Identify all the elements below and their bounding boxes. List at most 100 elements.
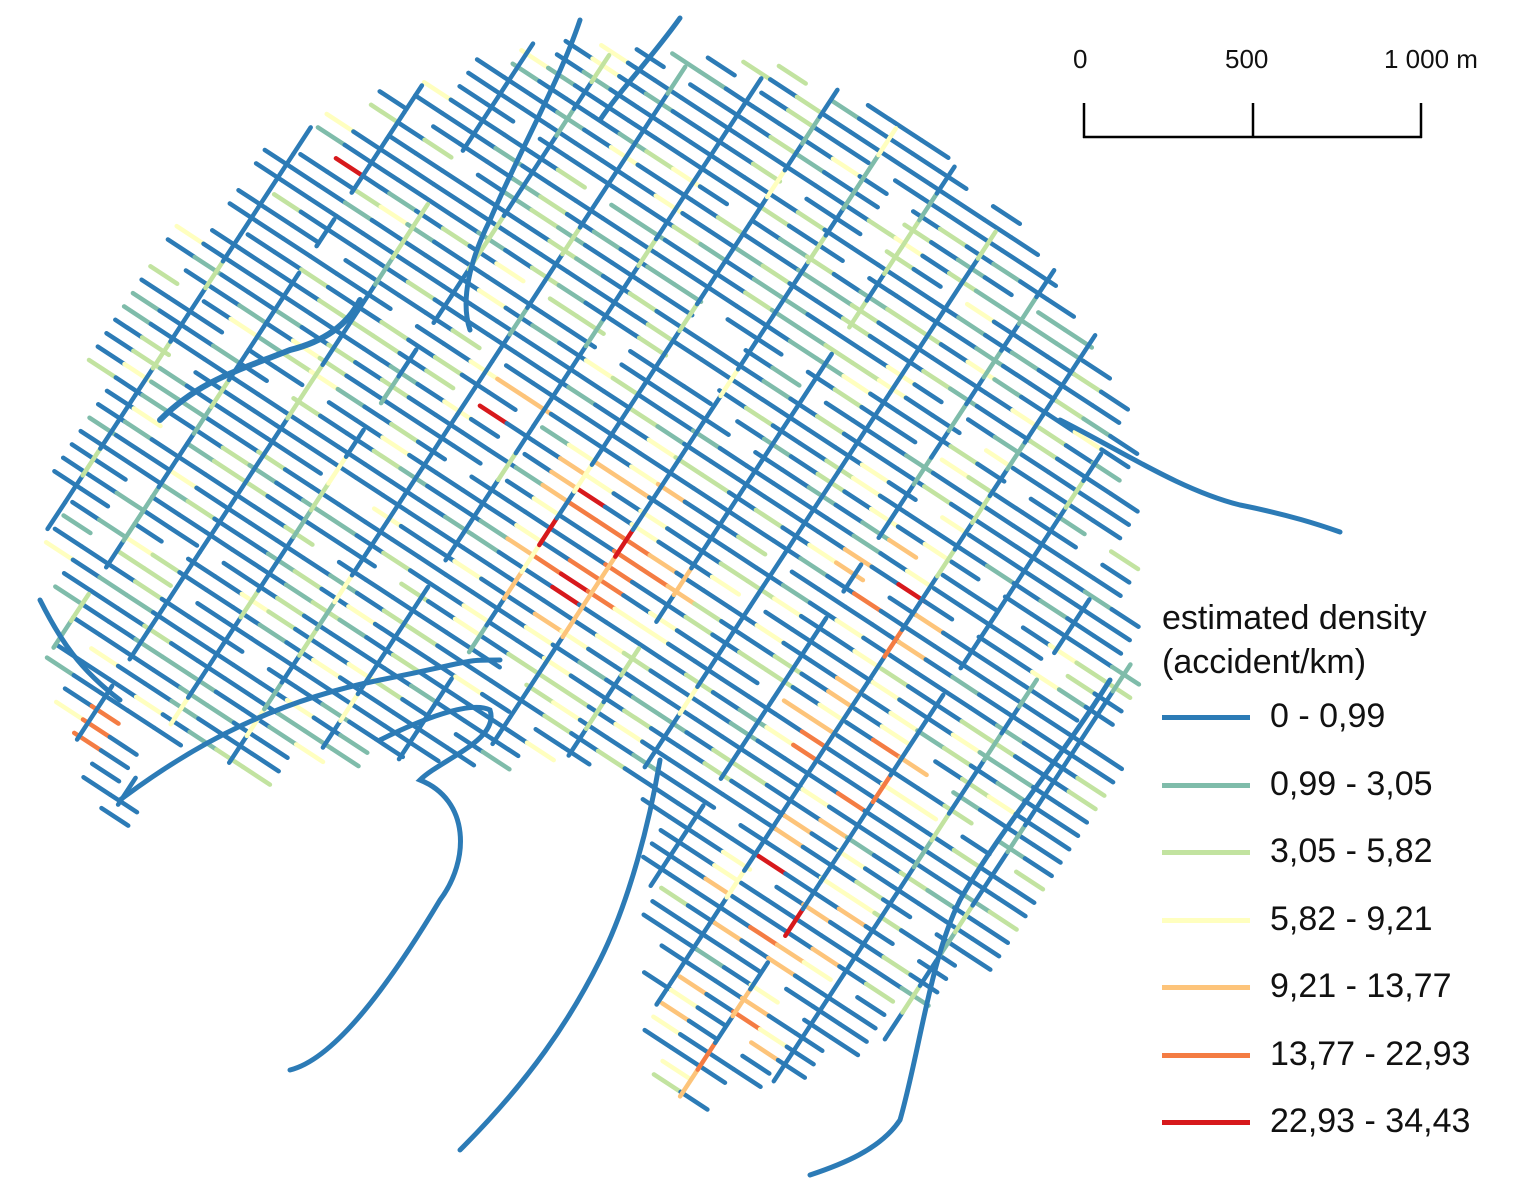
road-segment (788, 642, 811, 674)
road-segment (640, 797, 672, 820)
road-segment (332, 573, 355, 605)
road-segment (289, 222, 322, 246)
road-segment (133, 366, 156, 398)
road-segment (378, 374, 401, 406)
road-segment (507, 688, 530, 720)
road-segment (417, 670, 449, 693)
road-segment (656, 597, 688, 620)
road-segment (454, 385, 478, 417)
road-segment (533, 726, 565, 749)
road-segment (750, 103, 782, 126)
road-segment (176, 454, 208, 477)
road-segment (397, 350, 429, 373)
road-segment (220, 232, 243, 264)
road-segment (724, 868, 747, 900)
road-segment (563, 96, 596, 119)
road-segment (669, 1045, 701, 1068)
road-segment (1036, 425, 1069, 448)
legend-subtitle: (accident/km) (1162, 643, 1367, 681)
road-segment (581, 127, 614, 150)
road-segment (730, 951, 762, 974)
road-segment (586, 704, 618, 727)
road-segment (973, 288, 1006, 311)
road-segment (841, 945, 864, 977)
road-segment (674, 570, 706, 593)
road-segment (974, 403, 1006, 426)
road-segment (901, 164, 934, 187)
road-segment (730, 893, 762, 917)
road-segment (273, 365, 305, 388)
road-segment (1056, 629, 1088, 652)
road-segment (254, 276, 287, 299)
road-segment (824, 516, 856, 539)
road-segment (282, 467, 315, 490)
road-segment (725, 259, 757, 282)
road-segment (695, 1005, 727, 1028)
road-segment (1028, 496, 1060, 519)
road-segment (1030, 669, 1062, 692)
road-segment (729, 778, 761, 801)
road-segment (630, 500, 653, 533)
road-segment (448, 97, 480, 120)
road-segment (648, 856, 671, 889)
road-segment (834, 618, 866, 641)
road-segment (98, 748, 131, 771)
road-segment (529, 207, 561, 230)
road-segment (335, 444, 368, 467)
road-segment (827, 919, 860, 942)
road-segment (407, 510, 439, 533)
road-segment (859, 918, 882, 950)
road-segment (981, 348, 1004, 380)
road-segment (730, 604, 753, 636)
road-segment (220, 387, 252, 410)
road-segment (664, 410, 696, 433)
road-segment (1005, 440, 1028, 472)
road-segment (828, 1035, 861, 1058)
road-segment (642, 1027, 674, 1050)
road-segment (898, 812, 930, 835)
road-segment (318, 528, 351, 551)
road-segment (1099, 504, 1132, 527)
road-segment (192, 312, 225, 335)
road-segment (842, 489, 874, 512)
road-segment (951, 847, 983, 870)
road-segment (469, 474, 501, 497)
road-segment (772, 596, 804, 619)
road-segment (654, 592, 677, 624)
road-segment (451, 443, 483, 466)
road-segment (958, 639, 981, 671)
road-segment (415, 381, 447, 404)
road-segment (639, 624, 671, 647)
road-segment (836, 848, 868, 871)
road-segment (485, 274, 517, 297)
road-segment (1091, 633, 1124, 656)
road-segment (1020, 625, 1053, 648)
road-segment (525, 278, 548, 310)
road-segment (721, 965, 754, 988)
road-segment (805, 233, 829, 265)
road-segment (479, 634, 511, 657)
road-segment (753, 507, 785, 530)
road-segment (449, 212, 481, 235)
road-segment (880, 839, 912, 862)
road-segment (373, 638, 396, 670)
road-segment (766, 1013, 798, 1036)
road-segment (43, 540, 76, 563)
road-segment (195, 658, 227, 681)
road-segment (178, 685, 210, 708)
road-segment (95, 344, 127, 367)
road-segment (390, 611, 413, 643)
road-segment (115, 663, 148, 686)
road-segment (862, 866, 895, 889)
road-segment (336, 502, 368, 525)
road-segment (519, 542, 542, 575)
road-segment (764, 167, 788, 200)
road-segment (826, 804, 859, 827)
road-segment (770, 423, 802, 446)
road-segment (981, 730, 1004, 763)
road-segment (494, 261, 526, 284)
road-segment (1090, 402, 1122, 425)
road-segment (325, 284, 358, 307)
road-segment (869, 564, 901, 587)
road-segment (443, 572, 475, 595)
